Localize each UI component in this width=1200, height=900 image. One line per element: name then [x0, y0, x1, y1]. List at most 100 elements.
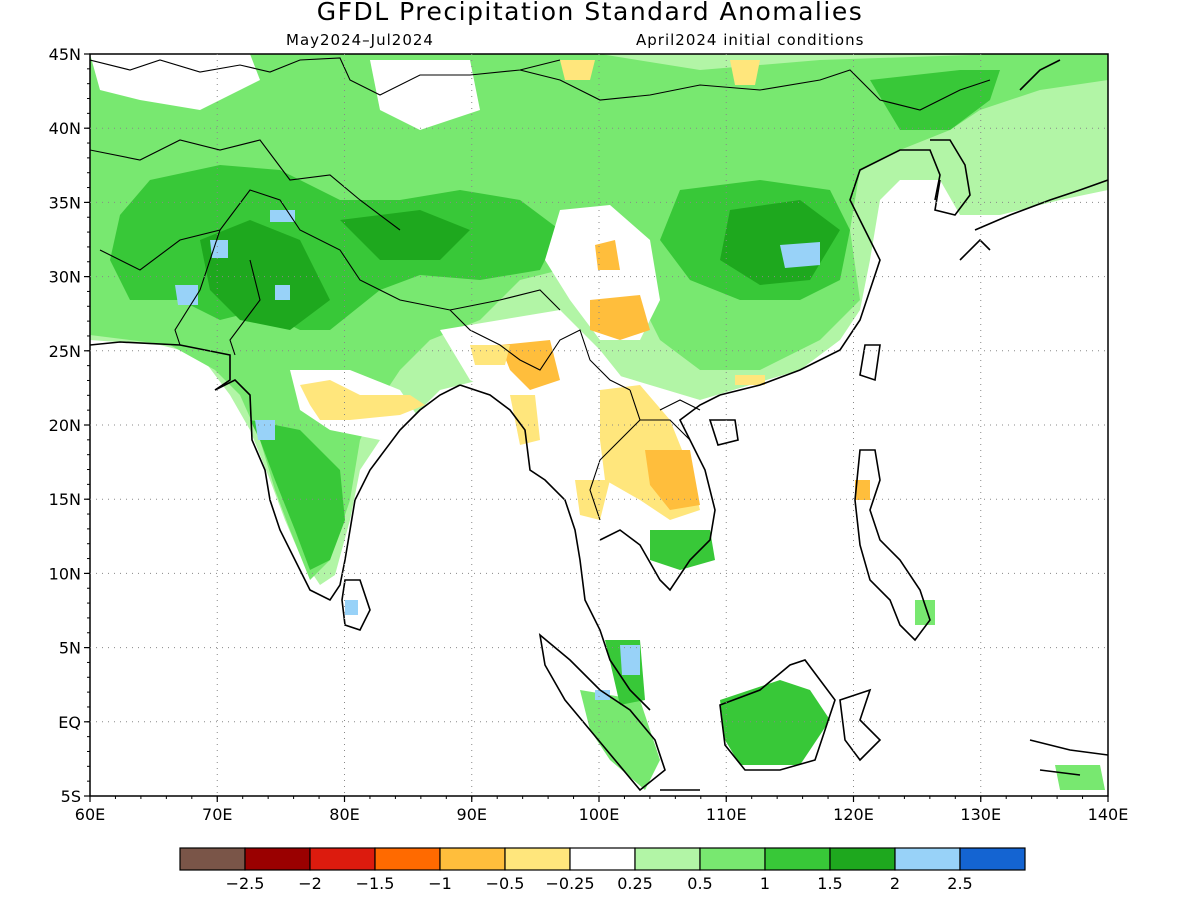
lat-tick-label: 10N	[49, 564, 81, 583]
strong-wet-tibet	[340, 210, 470, 260]
vietnam-border	[659, 399, 701, 411]
central-asia-border	[90, 139, 401, 231]
kazakhstan-border	[90, 57, 561, 96]
colorbar-label: 0.25	[617, 874, 653, 893]
dry-sichuan	[595, 240, 620, 270]
very-wet-afghanistan	[175, 285, 198, 305]
light-dry-bangladesh	[470, 345, 510, 365]
lon-tick-label: 130E	[960, 805, 1001, 824]
colorbar-swatch	[829, 847, 896, 871]
sulawesi-coastline	[839, 688, 882, 762]
very-wet-gujarat	[255, 420, 275, 440]
map-title: GFDL Precipitation Standard Anomalies	[317, 0, 863, 26]
colorbar-label: 1.5	[817, 874, 842, 893]
very-wet-malay-peninsula	[620, 645, 640, 675]
very-wet-sri-lanka	[345, 600, 358, 615]
light-dry-mongolia	[560, 60, 595, 80]
lon-tick-label: 80E	[329, 805, 359, 824]
himalaya-border	[99, 189, 561, 311]
colorbar-label: −2.5	[226, 874, 265, 893]
wet-region-northeast	[870, 70, 1000, 130]
sumatra-coastline	[538, 633, 666, 792]
light-dry-mongolia-east	[730, 60, 760, 85]
country-borders	[90, 57, 991, 521]
very-wet-sumatra-north	[595, 690, 610, 700]
lon-tick-label: 140E	[1088, 805, 1129, 824]
colorbar-swatch	[309, 847, 376, 871]
lat-tick-label: 30N	[49, 268, 81, 287]
light-dry-south-china	[735, 375, 765, 385]
light-dry-thailand	[575, 480, 610, 520]
lon-tick-label: 110E	[706, 805, 747, 824]
pakistan-border	[174, 229, 261, 356]
wet-region-sumatra	[580, 690, 660, 790]
lat-tick-label: EQ	[58, 713, 81, 732]
lon-tick-label: 120E	[833, 805, 874, 824]
wet-region-borneo	[720, 680, 830, 765]
korea-coastline	[930, 139, 971, 216]
sri-lanka-coastline	[341, 579, 371, 631]
wet-region-india-west-coast	[250, 420, 345, 570]
dry-luzon	[855, 480, 870, 500]
new-guinea-coastline	[1029, 739, 1108, 776]
lon-tick-label: 70E	[202, 805, 232, 824]
lat-tick-label: 5N	[59, 639, 81, 658]
colorbar-label: 2.5	[947, 874, 972, 893]
japan-coastline	[959, 59, 1108, 261]
very-wet-punjab	[275, 285, 290, 300]
lat-tick-label: 5S	[61, 787, 81, 806]
india-coastline	[90, 341, 461, 602]
colorbar-label: 2	[890, 874, 900, 893]
colorbar-swatch	[374, 847, 441, 871]
colorbar-swatch	[439, 847, 506, 871]
colorbar-swatch	[894, 847, 961, 871]
lat-tick-label: 25N	[49, 342, 81, 361]
bengal-coastline	[459, 384, 651, 711]
lat-tick-label: 35N	[49, 193, 81, 212]
coastlines	[90, 59, 1108, 792]
colorbar-swatch	[504, 847, 571, 871]
initial-conditions: April2024 initial conditions	[636, 31, 864, 49]
colorbar-swatch	[569, 847, 636, 871]
wet-region-cambodia	[650, 530, 715, 570]
colorbar-label: −0.25	[545, 874, 594, 893]
lon-tick-label: 90E	[457, 805, 487, 824]
wet-region-new-guinea	[1055, 765, 1105, 790]
moderate-wet-region	[90, 54, 1108, 580]
forecast-period: May2024–Jul2024	[286, 31, 434, 49]
colorbar-swatch	[764, 847, 831, 871]
near-normal-kazakhstan	[370, 60, 480, 130]
colorbar-label: 1	[760, 874, 770, 893]
lon-tick-label: 60E	[75, 805, 105, 824]
colorbar-label: −1	[428, 874, 452, 893]
dry-laos	[645, 450, 700, 510]
bangladesh-myanmar-border	[449, 309, 631, 391]
dry-yunnan	[590, 295, 650, 340]
very-wet-pakistan-north	[210, 240, 228, 258]
lat-tick-label: 45N	[49, 45, 81, 64]
strong-wet-pakistan	[200, 220, 330, 330]
colorbar: −2.5 −2 −1.5 −1 −0.5 −0.25 0.25 0.5 1 1.5 2 2.5	[179, 847, 1026, 893]
colorbar-label: −2	[298, 874, 322, 893]
borneo-coastline	[719, 659, 836, 771]
lat-tick-label: 15N	[49, 490, 81, 509]
colorbar-swatch	[244, 847, 311, 871]
indochina-coastline	[599, 394, 721, 592]
taiwan-coastline	[859, 344, 881, 382]
colorbar-label: 0.5	[687, 874, 712, 893]
lat-tick-label: 40N	[49, 119, 81, 138]
longitude-axis: 60E 70E 80E 90E 100E 110E 120E 130E 140E	[75, 796, 1129, 824]
colorbar-swatch	[179, 847, 246, 871]
china-coastline	[719, 149, 941, 396]
lon-tick-label: 100E	[579, 805, 620, 824]
very-wet-yangtze	[780, 242, 820, 268]
colorbar-swatch	[634, 847, 701, 871]
light-dry-myanmar-coast	[510, 395, 540, 445]
philippines-coastline	[854, 449, 931, 642]
colorbar-swatch	[959, 847, 1026, 871]
light-dry-central-india	[300, 380, 425, 420]
graticule	[90, 54, 1108, 796]
mongolia-border	[519, 69, 991, 111]
colorbar-label: −1.5	[356, 874, 395, 893]
colorbar-swatch	[699, 847, 766, 871]
